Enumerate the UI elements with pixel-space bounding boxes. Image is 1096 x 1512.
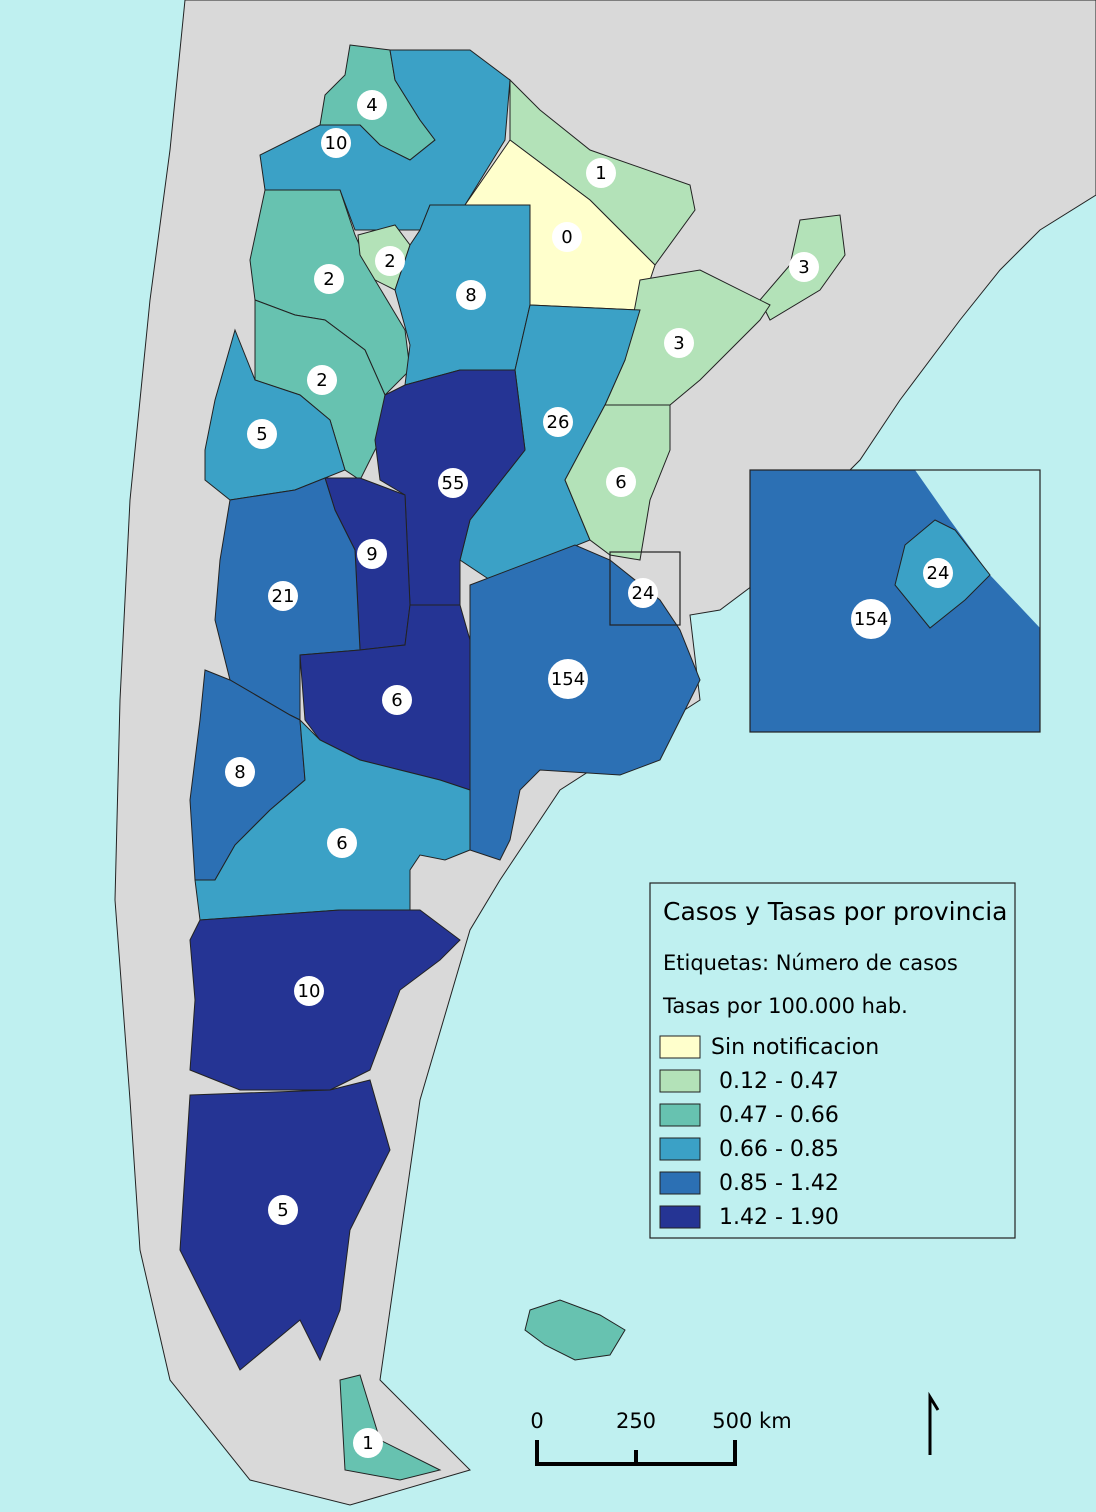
label-bubble xyxy=(456,280,486,310)
case-label: 8 xyxy=(465,285,476,306)
inset-sea xyxy=(915,470,1040,628)
legend-swatch xyxy=(659,1069,701,1093)
case-label: 1 xyxy=(595,163,606,184)
label-bubble xyxy=(543,407,573,437)
case-label: 3 xyxy=(673,333,684,354)
case-label: 6 xyxy=(336,833,347,854)
legend-label: 0.47 - 0.66 xyxy=(719,1103,839,1128)
label-bubble xyxy=(327,828,357,858)
label-bubble xyxy=(923,558,953,588)
label-bubble xyxy=(321,128,351,158)
label-bubble xyxy=(225,757,255,787)
scale-bar: 0 250 500 km xyxy=(530,1409,792,1466)
legend-label: 1.42 - 1.90 xyxy=(719,1205,839,1230)
case-label: 5 xyxy=(256,424,267,445)
province xyxy=(189,909,461,1091)
case-label: 26 xyxy=(547,412,570,433)
label-bubble xyxy=(375,246,405,276)
label-bubble xyxy=(294,976,324,1006)
label-bubble xyxy=(586,158,616,188)
case-label: 8 xyxy=(234,762,245,783)
legend-frame xyxy=(649,882,1016,1239)
label-bubble xyxy=(307,365,337,395)
case-label: 55 xyxy=(442,473,465,494)
label-bubble xyxy=(628,578,658,608)
scale-label: 500 km xyxy=(712,1409,791,1433)
legend-swatch xyxy=(659,1205,701,1229)
legend: Casos y Tasas por provincia Etiquetas: N… xyxy=(649,882,1016,1239)
case-label: 10 xyxy=(325,133,348,154)
case-label: 2 xyxy=(323,269,334,290)
label-bubble xyxy=(268,581,298,611)
legend-subtitle: Etiquetas: Número de casos xyxy=(663,951,958,975)
case-label: 9 xyxy=(366,544,377,565)
scale-line xyxy=(535,1440,737,1466)
label-bubble xyxy=(606,467,636,497)
legend-swatch xyxy=(659,1103,701,1127)
case-label: 154 xyxy=(551,669,585,690)
case-label: 6 xyxy=(391,690,402,711)
label-bubble xyxy=(357,90,387,120)
legend-swatch xyxy=(659,1035,701,1059)
inset-locator xyxy=(609,551,681,626)
case-label: 24 xyxy=(632,583,655,604)
case-label: 10 xyxy=(298,981,321,1002)
case-label: 24 xyxy=(927,563,950,584)
case-label: 0 xyxy=(561,227,572,248)
north-arrow xyxy=(928,1391,940,1455)
label-bubble xyxy=(789,252,819,282)
legend-swatch xyxy=(659,1171,701,1195)
case-label: 4 xyxy=(366,95,377,116)
case-label: 154 xyxy=(854,609,888,630)
case-label: 6 xyxy=(615,472,626,493)
label-bubble xyxy=(851,599,891,639)
label-bubble xyxy=(268,1195,298,1225)
label-bubble xyxy=(353,1428,383,1458)
label-bubble xyxy=(382,685,412,715)
label-bubble xyxy=(664,328,694,358)
case-label: 2 xyxy=(384,251,395,272)
label-bubble xyxy=(314,264,344,294)
case-label: 21 xyxy=(272,586,295,607)
province xyxy=(179,1079,391,1371)
label-bubble xyxy=(438,468,468,498)
case-label: 3 xyxy=(798,257,809,278)
legend-label: 0.85 - 1.42 xyxy=(719,1171,839,1196)
province xyxy=(524,1299,626,1361)
inset-frame xyxy=(749,469,1041,733)
case-label: 1 xyxy=(362,1433,373,1454)
legend-swatch xyxy=(659,1137,701,1161)
label-bubble xyxy=(247,419,277,449)
legend-label: 0.12 - 0.47 xyxy=(719,1069,839,1094)
case-label: 2 xyxy=(316,370,327,391)
legend-label: Sin notificacion xyxy=(711,1035,879,1060)
scale-label: 250 xyxy=(616,1409,656,1433)
inset xyxy=(749,469,1041,733)
label-bubble xyxy=(357,539,387,569)
case-label: 5 xyxy=(277,1200,288,1221)
province xyxy=(194,718,471,921)
legend-rate-title: Tasas por 100.000 hab. xyxy=(662,994,908,1018)
scale-label: 0 xyxy=(530,1409,543,1433)
legend-title: Casos y Tasas por provincia xyxy=(663,897,1007,926)
label-bubble xyxy=(548,659,588,699)
label-bubble xyxy=(552,222,582,252)
legend-label: 0.66 - 0.85 xyxy=(719,1137,839,1162)
